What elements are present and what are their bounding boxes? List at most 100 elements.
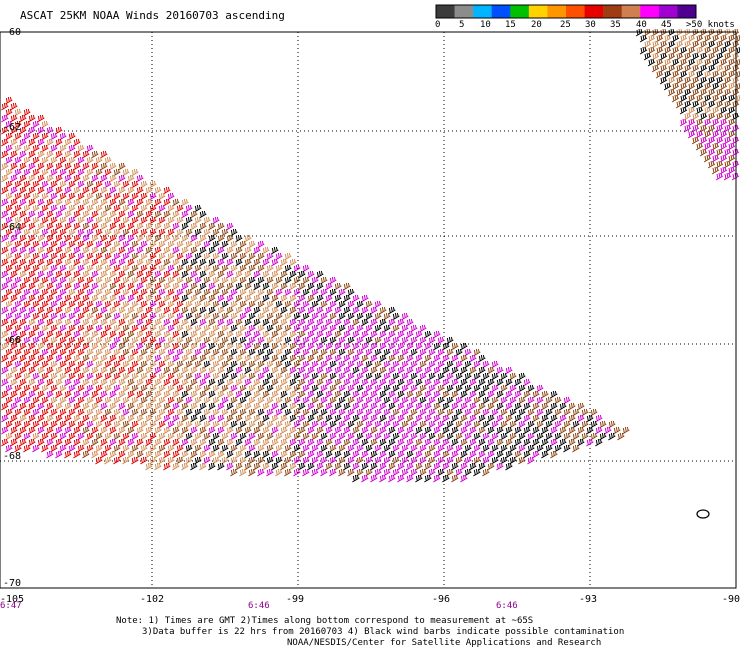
wind-barb: [181, 270, 189, 279]
wind-barb: [217, 414, 225, 423]
wind-barb: [442, 354, 450, 363]
wind-barb: [28, 390, 36, 399]
wind-barb: [679, 70, 688, 79]
wind-barb: [176, 396, 184, 405]
wind-barb: [320, 288, 328, 297]
wind-barb: [77, 444, 85, 453]
wind-barb: [176, 360, 184, 369]
wind-barb: [68, 408, 76, 417]
wind-barb: [163, 294, 171, 303]
wind-barb: [68, 240, 76, 249]
wind-barb: [361, 330, 369, 339]
wind-barb: [32, 372, 40, 381]
wind-barb: [14, 120, 22, 129]
wind-barb: [727, 118, 736, 127]
wind-barb: [599, 432, 607, 441]
wind-barb: [347, 288, 355, 297]
wind-barb: [158, 252, 166, 261]
wind-barb: [271, 366, 279, 375]
wind-barb: [10, 258, 18, 267]
wind-barb: [500, 372, 508, 381]
wind-barb: [59, 192, 67, 201]
wind-barb: [145, 234, 153, 243]
wind-barb: [149, 216, 157, 225]
wind-barb: [338, 324, 346, 333]
wind-barb: [469, 354, 477, 363]
wind-barb: [46, 282, 54, 291]
wind-barb: [365, 444, 373, 453]
wind-barb: [604, 426, 612, 435]
wind-barb: [10, 126, 18, 135]
wind-barb: [500, 444, 508, 453]
wind-barb: [46, 366, 54, 375]
wind-barb: [68, 180, 76, 189]
wind-barb: [86, 444, 94, 453]
wind-barb: [163, 342, 171, 351]
wind-barb: [91, 282, 99, 291]
wind-barb: [19, 438, 27, 447]
wind-barb: [50, 312, 58, 321]
wind-barb: [401, 312, 409, 321]
wind-barb: [514, 450, 522, 459]
wind-barb: [59, 432, 67, 441]
wind-barb: [437, 372, 445, 381]
wind-barb: [32, 192, 40, 201]
wind-barb: [275, 372, 283, 381]
wind-barb: [131, 372, 139, 381]
wind-barb: [1, 342, 9, 351]
wind-barb: [217, 426, 225, 435]
wind-barb: [1, 162, 9, 171]
wind-barb: [127, 402, 135, 411]
wind-barb: [406, 330, 414, 339]
wind-barb: [329, 432, 337, 441]
wind-barb: [194, 228, 202, 237]
wind-barb: [23, 228, 31, 237]
wind-barb: [176, 372, 184, 381]
wind-barb: [149, 324, 157, 333]
wind-barb: [104, 180, 112, 189]
wind-barb: [91, 186, 99, 195]
wind-barb: [23, 204, 31, 213]
wind-barb: [460, 390, 468, 399]
wind-barb: [424, 414, 432, 423]
wind-barb: [19, 186, 27, 195]
wind-barb: [172, 210, 180, 219]
wind-barb: [338, 312, 346, 321]
wind-barb: [651, 40, 660, 49]
wind-barb: [226, 438, 234, 447]
wind-barb: [172, 234, 180, 243]
wind-barb: [167, 456, 175, 465]
wind-barb: [163, 354, 171, 363]
wind-barb: [723, 40, 732, 49]
wind-barb: [14, 144, 22, 153]
wind-barb: [113, 264, 121, 273]
wind-barb: [226, 270, 234, 279]
wind-barb: [91, 414, 99, 423]
wind-barb: [284, 264, 292, 273]
wind-barb: [230, 360, 238, 369]
wind-barb: [100, 426, 108, 435]
pass-time-label: 6:46: [496, 601, 518, 611]
colorbar-swatch: [603, 5, 623, 18]
wind-barb: [100, 246, 108, 255]
wind-barb: [199, 270, 207, 279]
wind-barb: [28, 378, 36, 387]
wind-barb: [307, 366, 315, 375]
wind-barb: [257, 432, 265, 441]
wind-barb: [406, 426, 414, 435]
wind-barb: [478, 438, 486, 447]
wind-barb: [428, 384, 436, 393]
wind-barb: [325, 390, 333, 399]
wind-barb: [699, 40, 708, 49]
wind-barb: [541, 438, 549, 447]
wind-barb: [244, 270, 252, 279]
wind-barb: [19, 174, 27, 183]
wind-barb: [23, 420, 31, 429]
wind-barb: [104, 300, 112, 309]
wind-barb: [379, 366, 387, 375]
wind-barb: [100, 222, 108, 231]
wind-barb: [518, 432, 526, 441]
wind-barb: [77, 156, 85, 165]
wind-barb: [122, 204, 130, 213]
wind-barb: [23, 192, 31, 201]
